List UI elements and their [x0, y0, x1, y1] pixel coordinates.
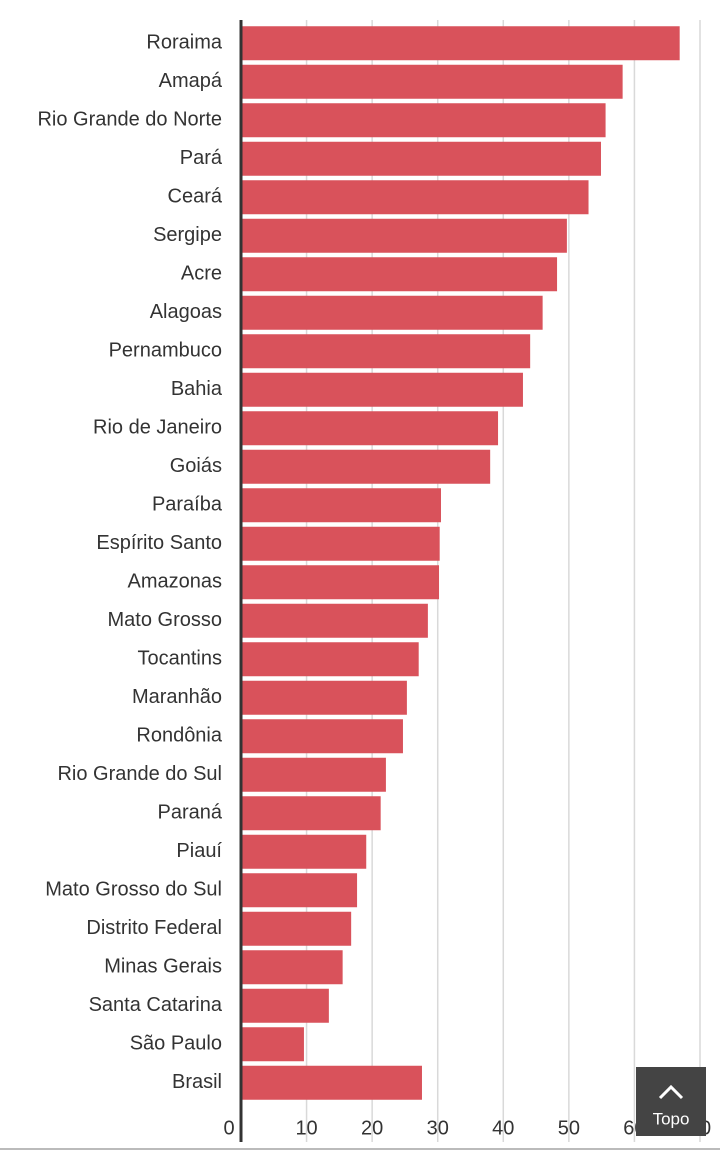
button-bg [636, 1067, 706, 1136]
y-tick-label: Mato Grosso [108, 609, 222, 631]
bar [241, 873, 358, 908]
bar [241, 642, 419, 677]
y-tick-label: Ceará [168, 186, 223, 208]
y-tick-label: Sergipe [153, 224, 222, 246]
bar [241, 796, 381, 831]
bar [241, 834, 367, 869]
y-tick-label: Mato Grosso do Sul [45, 879, 222, 901]
y-tick-label: Alagoas [150, 301, 222, 323]
y-tick-label: Amapá [159, 70, 223, 92]
bar [241, 719, 403, 754]
y-tick-label: Roraima [146, 32, 222, 54]
x-tick-label: 20 [361, 1117, 383, 1139]
y-tick-label: Bahia [171, 378, 223, 400]
y-tick-label: Pará [180, 147, 223, 169]
bar [241, 911, 352, 946]
y-tick-label: Espírito Santo [96, 532, 222, 554]
x-tick-label: 50 [558, 1117, 580, 1139]
back-to-top-button[interactable]: Topo [636, 1067, 706, 1136]
bar [241, 334, 531, 369]
y-tick-label: Paraná [158, 802, 223, 824]
bar [241, 1027, 304, 1062]
y-tick-label: Maranhão [132, 686, 222, 708]
button-label: Topo [653, 1109, 690, 1128]
bar [241, 372, 523, 407]
bar [241, 103, 606, 138]
y-tick-label: São Paulo [130, 1033, 222, 1055]
y-tick-label: Rio Grande do Norte [37, 109, 222, 131]
bar [241, 488, 441, 523]
y-tick-label: Amazonas [128, 571, 223, 593]
bar [241, 757, 386, 792]
bar [241, 1065, 422, 1100]
y-tick-label: Rio Grande do Sul [57, 763, 222, 785]
bar [241, 449, 491, 484]
y-tick-label: Pernambuco [109, 340, 222, 362]
y-tick-label: Minas Gerais [104, 956, 222, 978]
bar [241, 565, 440, 600]
y-tick-label: Paraíba [152, 494, 223, 516]
bar [241, 411, 499, 446]
y-tick-label: Rio de Janeiro [93, 417, 222, 439]
bar [241, 526, 440, 561]
bar [241, 180, 589, 215]
bar [241, 257, 558, 292]
y-tick-label: Goiás [170, 455, 222, 477]
x-tick-label: 30 [427, 1117, 449, 1139]
button-icon [658, 1084, 684, 1100]
y-tick-label: Distrito Federal [86, 917, 222, 939]
bar [241, 26, 680, 61]
bar [241, 141, 601, 176]
bar [241, 295, 543, 330]
bar [241, 680, 407, 715]
y-tick-label: Tocantins [138, 648, 223, 670]
x-tick-label: 0 [223, 1117, 234, 1139]
bar [241, 218, 567, 253]
x-tick-label: 10 [295, 1117, 317, 1139]
y-tick-label: Piauí [176, 840, 222, 862]
bar [241, 988, 329, 1023]
y-tick-label: Acre [181, 263, 222, 285]
y-tick-label: Santa Catarina [89, 994, 223, 1016]
bar [241, 950, 343, 985]
bar [241, 603, 428, 638]
x-tick-label: 40 [492, 1117, 514, 1139]
y-tick-label: Rondônia [136, 725, 223, 747]
bar [241, 64, 623, 99]
y-tick-label: Brasil [172, 1071, 222, 1093]
